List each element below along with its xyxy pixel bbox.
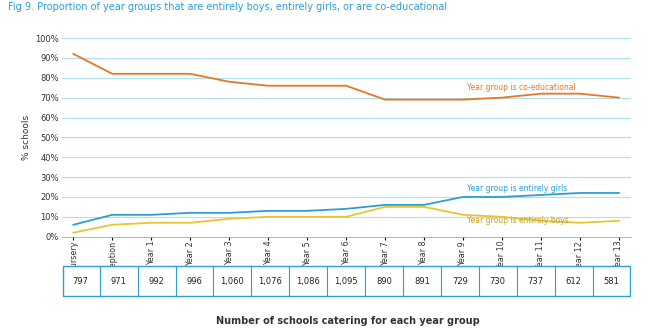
Text: 1,060: 1,060	[220, 277, 244, 286]
Y-axis label: % schools: % schools	[22, 115, 31, 160]
Text: 797: 797	[73, 277, 88, 286]
Text: 1,086: 1,086	[296, 277, 320, 286]
Text: 996: 996	[187, 277, 202, 286]
Text: 612: 612	[566, 277, 582, 286]
Text: 730: 730	[490, 277, 506, 286]
Text: 581: 581	[604, 277, 619, 286]
Text: 729: 729	[452, 277, 468, 286]
FancyBboxPatch shape	[62, 266, 630, 296]
Text: Year group is entirely boys: Year group is entirely boys	[467, 216, 569, 225]
Text: 891: 891	[414, 277, 430, 286]
Text: 992: 992	[149, 277, 164, 286]
Text: 971: 971	[111, 277, 127, 286]
Text: Year group is entirely girls: Year group is entirely girls	[467, 184, 567, 193]
Text: Fig 9. Proportion of year groups that are entirely boys, entirely girls, or are : Fig 9. Proportion of year groups that ar…	[8, 2, 447, 12]
Text: 1,076: 1,076	[258, 277, 282, 286]
Text: Year group is co-educational: Year group is co-educational	[467, 83, 576, 92]
Text: Number of schools catering for each year group: Number of schools catering for each year…	[216, 316, 480, 326]
Text: 890: 890	[376, 277, 392, 286]
Text: 1,095: 1,095	[334, 277, 358, 286]
Text: 737: 737	[528, 277, 544, 286]
